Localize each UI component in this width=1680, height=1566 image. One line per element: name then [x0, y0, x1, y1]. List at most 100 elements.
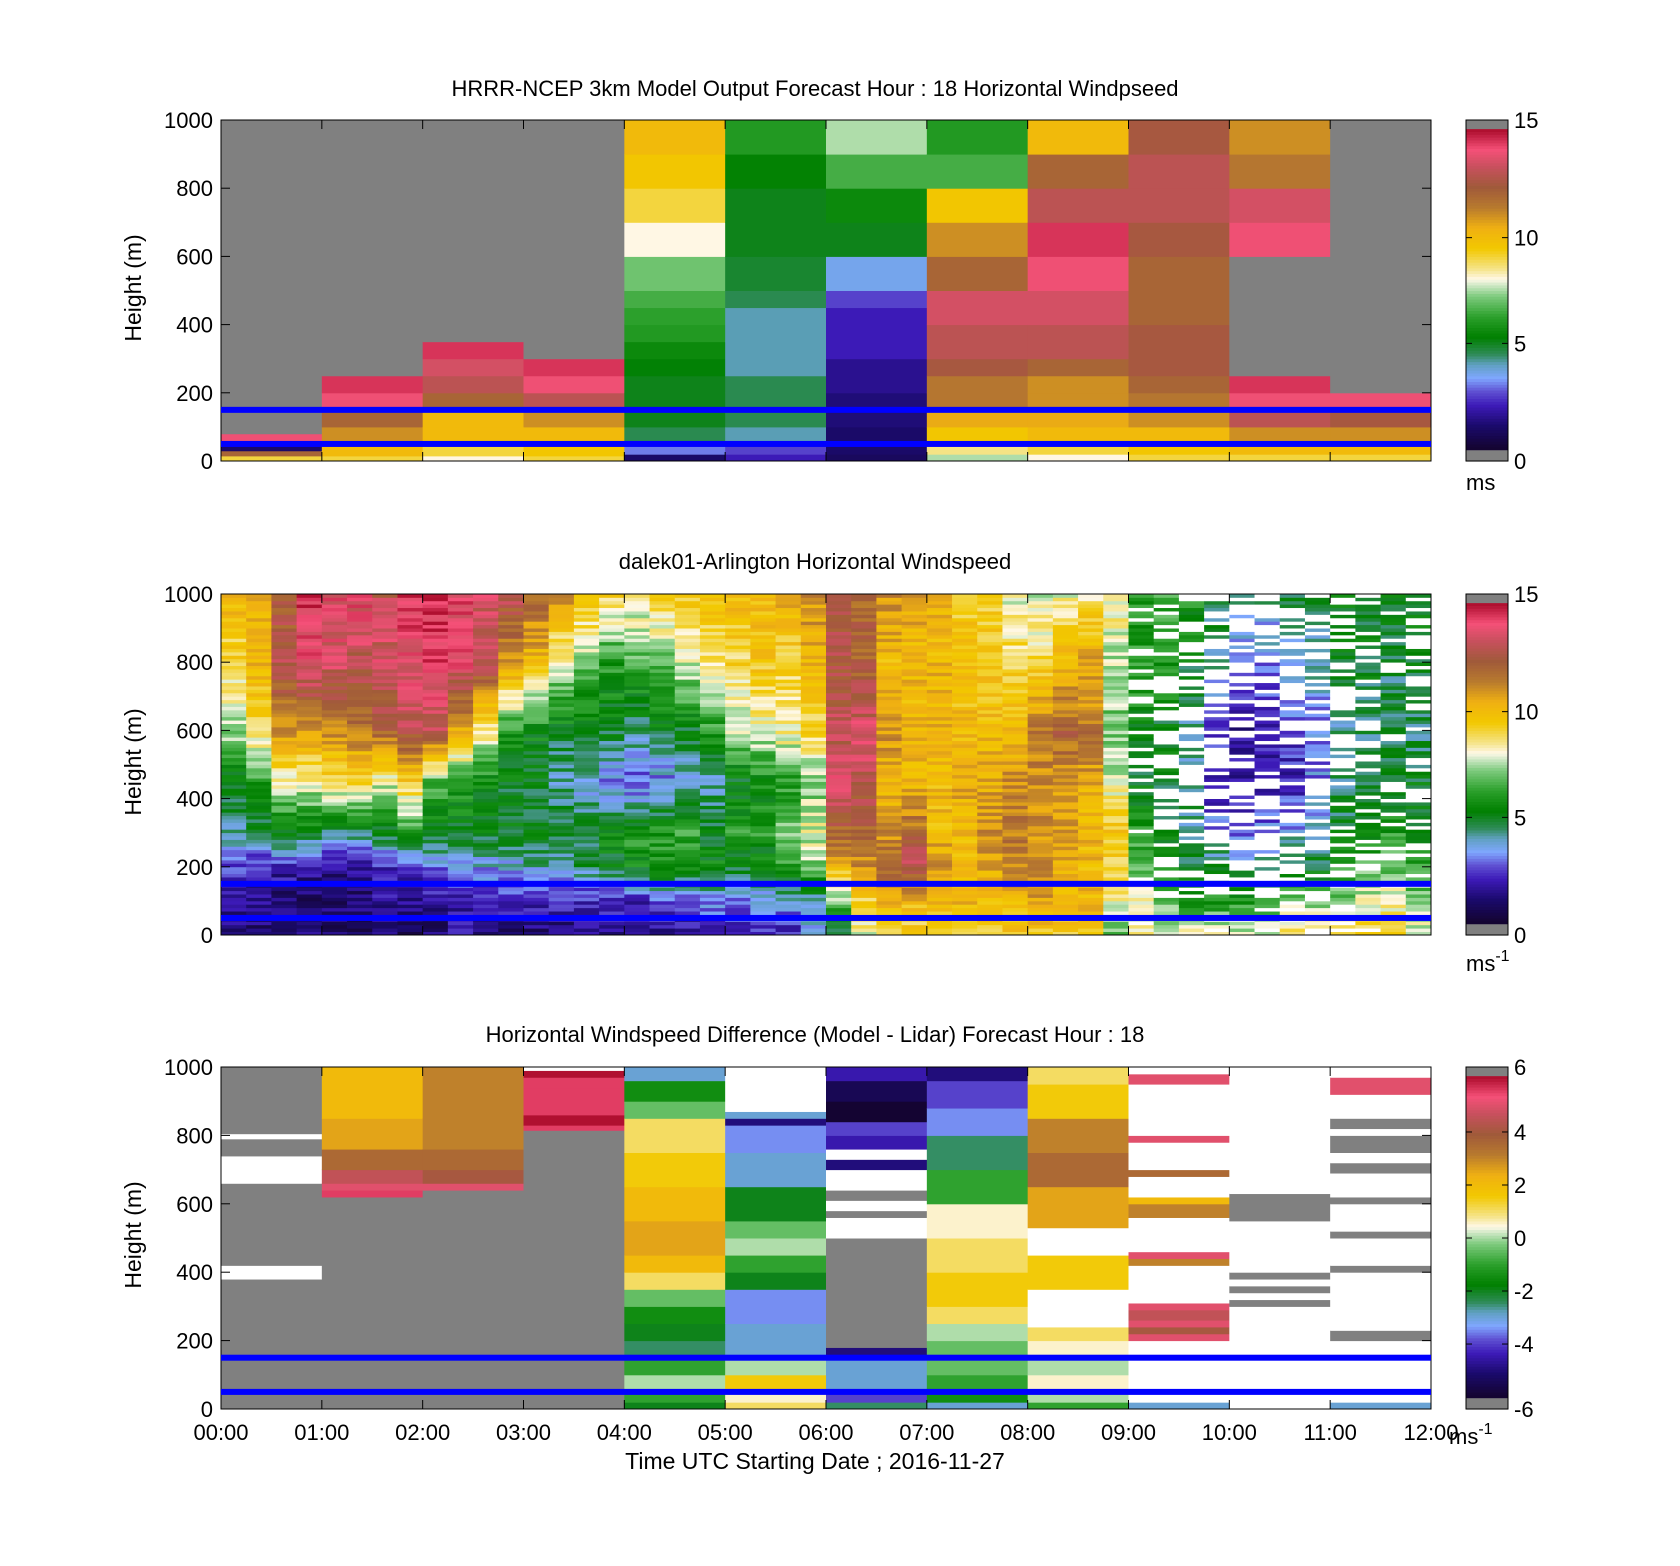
heatmap-cell	[1204, 652, 1230, 656]
heatmap-cell	[1255, 891, 1281, 895]
heatmap-cell	[524, 611, 550, 615]
heatmap-cell	[1305, 703, 1331, 707]
heatmap-cell	[448, 860, 474, 864]
heatmap-cell	[675, 655, 701, 659]
heatmap-cell	[851, 816, 877, 820]
heatmap-cell	[1103, 628, 1129, 632]
heatmap-cell	[574, 683, 600, 687]
heatmap-cell	[221, 649, 247, 653]
heatmap-cell	[624, 655, 650, 659]
heatmap-cell	[448, 908, 474, 912]
heatmap-cell	[246, 928, 272, 932]
heatmap-cell	[650, 758, 676, 762]
heatmap-cell	[423, 751, 449, 755]
heatmap-cell	[1305, 700, 1331, 704]
heatmap-cell	[826, 771, 852, 775]
heatmap-cell	[448, 724, 474, 728]
heatmap-cell	[876, 625, 902, 629]
heatmap-cell	[927, 717, 953, 721]
heatmap-cell	[1078, 771, 1104, 775]
heatmap-cell	[750, 683, 776, 687]
heatmap-cell	[750, 785, 776, 789]
heatmap-cell	[977, 788, 1003, 792]
heatmap-cell	[372, 672, 398, 676]
heatmap-cell	[776, 737, 802, 741]
heatmap-cell	[574, 601, 600, 605]
heatmap-cell	[599, 597, 625, 601]
heatmap-cell	[851, 700, 877, 704]
heatmap-cell	[1280, 638, 1306, 642]
heatmap-cell	[977, 867, 1003, 871]
heatmap-cell	[927, 604, 953, 608]
heatmap-cell	[1028, 734, 1054, 738]
heatmap-cell	[397, 713, 423, 717]
heatmap-cell	[599, 601, 625, 605]
heatmap-cell	[776, 850, 802, 854]
heatmap-cell	[876, 863, 902, 867]
heatmap-cell	[750, 853, 776, 857]
heatmap-cell	[1028, 836, 1054, 840]
heatmap-cell	[750, 618, 776, 622]
heatmap-cell	[423, 669, 449, 673]
heatmap-cell	[322, 846, 348, 850]
heatmap-cell	[397, 921, 423, 925]
heatmap-cell	[801, 707, 827, 711]
heatmap-cell	[524, 662, 550, 666]
heatmap-cell	[650, 672, 676, 676]
heatmap-cell	[1103, 921, 1129, 925]
heatmap-cell	[1129, 689, 1155, 693]
heatmap-cell	[776, 666, 802, 670]
heatmap-cell	[650, 638, 676, 642]
heatmap-cell	[1355, 601, 1381, 605]
heatmap-cell	[1154, 597, 1180, 601]
heatmap-cell	[1103, 638, 1129, 642]
heatmap-cell	[776, 672, 802, 676]
heatmap-cell	[246, 843, 272, 847]
heatmap-cell	[271, 771, 297, 775]
heatmap-cell	[725, 765, 751, 769]
heatmap-cell	[1381, 809, 1407, 813]
heatmap-cell	[650, 601, 676, 605]
heatmap-cell	[524, 911, 550, 915]
heatmap-cell	[1204, 758, 1230, 762]
heatmap-cell	[876, 635, 902, 639]
heatmap-cell	[322, 683, 348, 687]
heatmap-cell	[498, 618, 524, 622]
heatmap-cell	[297, 689, 323, 693]
heatmap-cell	[524, 833, 550, 837]
heatmap-cell	[1381, 860, 1407, 864]
heatmap-cell	[372, 632, 398, 636]
heatmap-cell	[675, 768, 701, 772]
heatmap-cell	[1305, 672, 1331, 676]
heatmap-cell	[1129, 730, 1155, 734]
heatmap-cell	[675, 632, 701, 636]
heatmap-cell	[347, 642, 373, 646]
heatmap-cell	[322, 904, 348, 908]
heatmap-cell	[246, 863, 272, 867]
heatmap-cell	[977, 925, 1003, 929]
heatmap-cell	[750, 758, 776, 762]
heatmap-cell	[902, 795, 928, 799]
heatmap-cell	[1103, 771, 1129, 775]
heatmap-cell	[271, 649, 297, 653]
heatmap-cell	[1028, 679, 1054, 683]
heatmap-cell	[271, 911, 297, 915]
heatmap-cell	[1381, 683, 1407, 687]
heatmap-cell	[927, 887, 953, 891]
heatmap-cell	[927, 649, 953, 653]
heatmap-cell	[221, 608, 247, 612]
heatmap-cell	[776, 891, 802, 895]
heatmap-cell	[1330, 611, 1356, 615]
heatmap-cell	[750, 775, 776, 779]
heatmap-cell	[876, 618, 902, 622]
heatmap-cell	[675, 840, 701, 844]
heatmap-cell	[1255, 604, 1281, 608]
heatmap-cell	[498, 700, 524, 704]
heatmap-cell	[1330, 689, 1356, 693]
heatmap-cell	[1255, 822, 1281, 826]
heatmap-cell	[902, 751, 928, 755]
heatmap-cell	[675, 724, 701, 728]
heatmap-cell	[1229, 754, 1255, 758]
heatmap-cell	[1330, 897, 1356, 901]
heatmap-cell	[397, 904, 423, 908]
